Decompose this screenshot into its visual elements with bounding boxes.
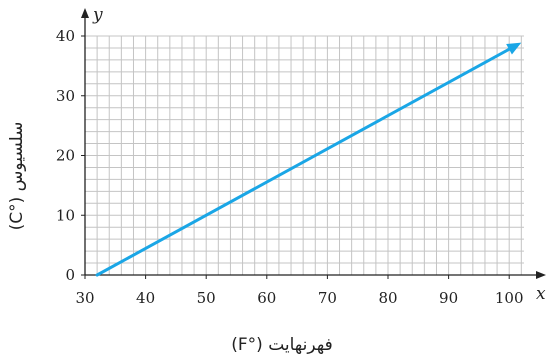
x-tick-label: 70	[318, 289, 337, 307]
axes	[81, 8, 546, 279]
y-tick-label: 30	[56, 87, 75, 105]
grid	[85, 35, 524, 275]
x-tick-labels: 30 40 50 60 70 80 90 100	[75, 275, 524, 307]
y-axis-title: سلسیوس (°C)	[7, 122, 27, 231]
series-group	[95, 42, 522, 277]
y-tick-labels: 0 10 20 30 40	[56, 27, 85, 284]
x-tick-label: 80	[378, 289, 397, 307]
y-tick-label: 10	[56, 206, 75, 224]
y-tick-label: 0	[65, 266, 75, 284]
y-tick-label: 40	[56, 27, 75, 45]
x-tick-label: 40	[136, 289, 155, 307]
series-line	[95, 46, 513, 277]
x-tick-label: 90	[439, 289, 458, 307]
x-tick-label: 100	[495, 289, 524, 307]
y-axis-arrowhead	[81, 8, 89, 18]
y-axis-letter: y	[92, 5, 103, 25]
series-arrowhead	[506, 42, 522, 55]
x-axis-letter: x	[536, 284, 546, 304]
x-tick-label: 30	[75, 289, 94, 307]
x-axis-arrowhead	[536, 271, 546, 279]
x-tick-label: 50	[197, 289, 216, 307]
y-tick-label: 20	[56, 147, 75, 165]
x-tick-label: 60	[257, 289, 276, 307]
x-axis-title: فهرنهایت (°F)	[231, 335, 332, 355]
